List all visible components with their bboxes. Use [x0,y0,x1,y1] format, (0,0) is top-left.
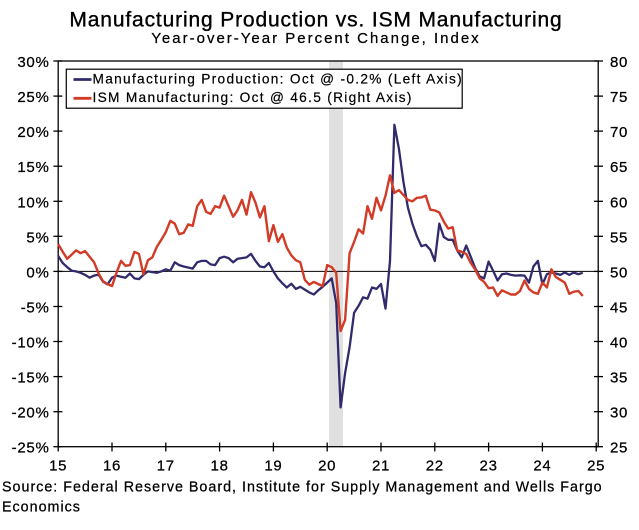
svg-text:5%: 5% [26,229,49,246]
svg-text:45: 45 [610,300,628,317]
svg-text:-20%: -20% [12,405,50,422]
svg-text:Manufacturing Production: Oct: Manufacturing Production: Oct @ -0.2% (L… [93,71,464,86]
svg-text:0%: 0% [26,264,49,281]
svg-text:15%: 15% [17,159,49,176]
svg-text:-5%: -5% [21,300,50,317]
svg-text:75: 75 [610,89,628,106]
svg-text:22: 22 [426,458,444,475]
svg-text:16: 16 [103,458,121,475]
svg-text:65: 65 [610,159,628,176]
svg-text:Economics: Economics [2,500,81,516]
svg-text:Source: Federal Reserve Board,: Source: Federal Reserve Board, Institute… [2,480,603,496]
svg-text:20: 20 [318,458,336,475]
svg-text:80: 80 [610,54,628,71]
svg-text:ISM Manufacturing: Oct @ 46.5: ISM Manufacturing: Oct @ 46.5 (Right Axi… [93,90,413,105]
svg-text:25: 25 [587,458,605,475]
svg-text:10%: 10% [17,194,49,211]
svg-text:60: 60 [610,194,628,211]
svg-text:70: 70 [610,124,628,141]
svg-text:18: 18 [211,458,229,475]
svg-text:20%: 20% [17,124,49,141]
svg-text:21: 21 [372,458,390,475]
svg-text:17: 17 [157,458,175,475]
svg-text:30%: 30% [17,54,49,71]
svg-text:-10%: -10% [12,335,50,352]
svg-text:50: 50 [610,264,628,281]
svg-text:24: 24 [533,458,551,475]
svg-text:25%: 25% [17,89,49,106]
svg-text:-25%: -25% [12,440,50,457]
svg-text:Year-over-Year Percent Change,: Year-over-Year Percent Change, Index [151,30,480,47]
svg-text:55: 55 [610,229,628,246]
svg-text:19: 19 [264,458,282,475]
svg-text:40: 40 [610,335,628,352]
svg-text:35: 35 [610,370,628,387]
svg-text:25: 25 [610,440,628,457]
svg-text:30: 30 [610,405,628,422]
svg-text:Manufacturing Production vs. I: Manufacturing Production vs. ISM Manufac… [69,9,562,32]
svg-text:-15%: -15% [12,370,50,387]
svg-text:15: 15 [49,458,67,475]
svg-text:23: 23 [480,458,498,475]
